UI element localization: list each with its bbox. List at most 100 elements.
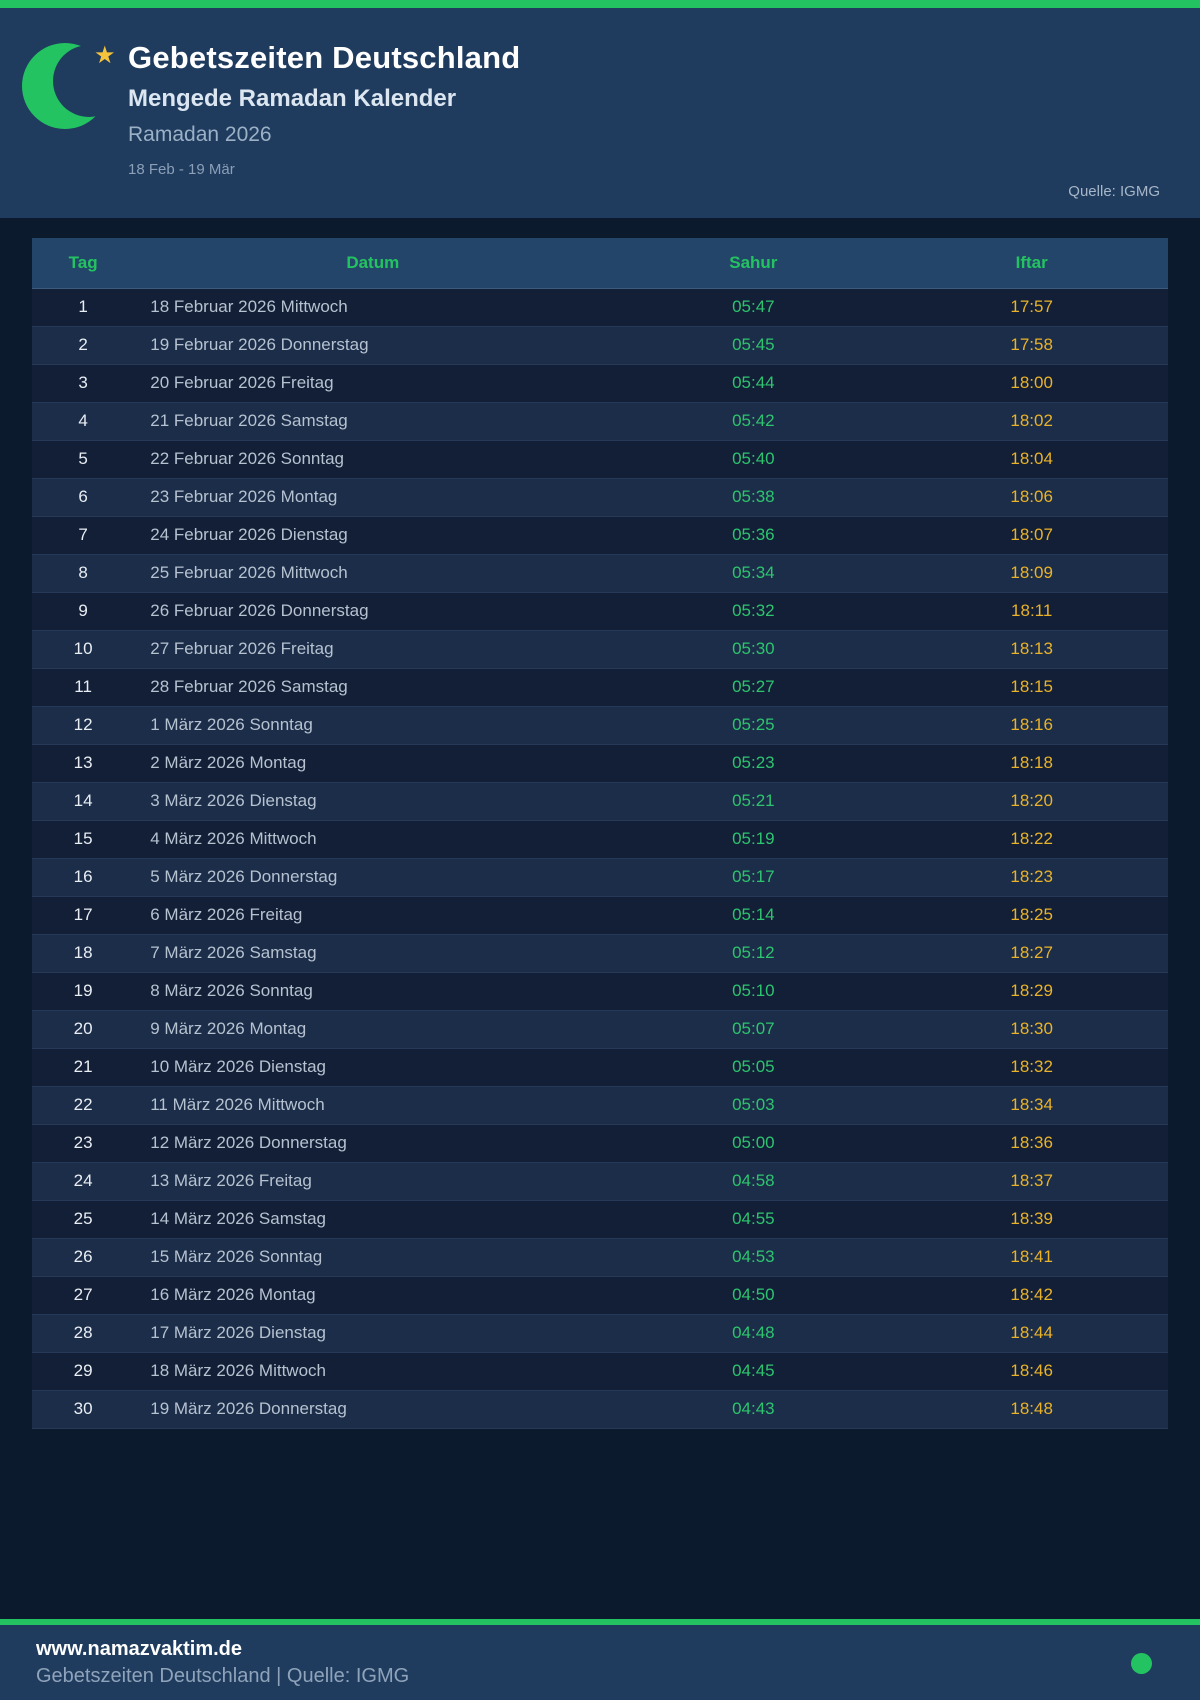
column-header-sahur: Sahur [611, 238, 896, 289]
cell-date: 27 Februar 2026 Freitag [134, 630, 612, 669]
cell-date: 23 Februar 2026 Montag [134, 478, 612, 517]
cell-sahur: 05:14 [611, 896, 896, 935]
cell-day: 11 [32, 668, 135, 707]
cell-day: 2 [32, 326, 135, 365]
cell-iftar: 18:36 [895, 1124, 1168, 1163]
green-dot-icon [1131, 1653, 1152, 1674]
table-row: 7 24 Februar 2026 Dienstag 05:36 18:07 [32, 516, 1168, 555]
period-label: Ramadan 2026 [128, 123, 272, 146]
cell-day: 9 [32, 592, 135, 631]
cell-iftar: 18:42 [895, 1276, 1168, 1315]
cell-date: 25 Februar 2026 Mittwoch [134, 554, 612, 593]
cell-date: 10 März 2026 Dienstag [134, 1048, 612, 1087]
cell-sahur: 04:55 [611, 1200, 896, 1239]
table-row: 14 3 März 2026 Dienstag 05:21 18:20 [32, 782, 1168, 821]
table-row: 13 2 März 2026 Montag 05:23 18:18 [32, 744, 1168, 783]
cell-day: 22 [32, 1086, 135, 1125]
cell-date: 2 März 2026 Montag [134, 744, 612, 783]
cell-day: 4 [32, 402, 135, 441]
footer-tagline: Gebetszeiten Deutschland | Quelle: IGMG [36, 1665, 410, 1687]
table-row: 4 21 Februar 2026 Samstag 05:42 18:02 [32, 402, 1168, 441]
star-icon: ★ [94, 42, 116, 69]
cell-sahur: 04:53 [611, 1238, 896, 1277]
cell-date: 5 März 2026 Donnerstag [134, 858, 612, 897]
cell-day: 12 [32, 706, 135, 745]
cell-date: 21 Februar 2026 Samstag [134, 402, 612, 441]
cell-sahur: 04:48 [611, 1314, 896, 1353]
cell-date: 17 März 2026 Dienstag [134, 1314, 612, 1353]
table-row: 6 23 Februar 2026 Montag 05:38 18:06 [32, 478, 1168, 517]
cell-iftar: 18:46 [895, 1352, 1168, 1391]
cell-day: 1 [32, 288, 135, 327]
cell-day: 3 [32, 364, 135, 403]
cell-day: 21 [32, 1048, 135, 1087]
cell-sahur: 05:27 [611, 668, 896, 707]
cell-date: 8 März 2026 Sonntag [134, 972, 612, 1011]
cell-iftar: 18:48 [895, 1390, 1168, 1429]
table-row: 24 13 März 2026 Freitag 04:58 18:37 [32, 1162, 1168, 1201]
cell-day: 18 [32, 934, 135, 973]
table-row: 29 18 März 2026 Mittwoch 04:45 18:46 [32, 1352, 1168, 1391]
cell-day: 6 [32, 478, 135, 517]
cell-iftar: 18:13 [895, 630, 1168, 669]
table-row: 28 17 März 2026 Dienstag 04:48 18:44 [32, 1314, 1168, 1353]
prayer-table-body: 1 18 Februar 2026 Mittwoch 05:47 17:57 2 19 F… [32, 288, 1168, 1429]
table-row: 22 11 März 2026 Mittwoch 05:03 18:34 [32, 1086, 1168, 1125]
cell-date: 16 März 2026 Montag [134, 1276, 612, 1315]
cell-day: 28 [32, 1314, 135, 1353]
cell-date: 6 März 2026 Freitag [134, 896, 612, 935]
cell-sahur: 05:19 [611, 820, 896, 859]
table-row: 11 28 Februar 2026 Samstag 05:27 18:15 [32, 668, 1168, 707]
cell-date: 19 März 2026 Donnerstag [134, 1390, 612, 1429]
cell-day: 29 [32, 1352, 135, 1391]
table-row: 1 18 Februar 2026 Mittwoch 05:47 17:57 [32, 288, 1168, 327]
cell-sahur: 05:00 [611, 1124, 896, 1163]
cell-iftar: 18:00 [895, 364, 1168, 403]
cell-date: 18 März 2026 Mittwoch [134, 1352, 612, 1391]
cell-iftar: 18:39 [895, 1200, 1168, 1239]
cell-day: 30 [32, 1390, 135, 1429]
table-row: 20 9 März 2026 Montag 05:07 18:30 [32, 1010, 1168, 1049]
prayer-times-table: Tag Datum Sahur Iftar 1 18 Februar 2026 M… [32, 238, 1168, 1429]
cell-day: 13 [32, 744, 135, 783]
table-row: 3 20 Februar 2026 Freitag 05:44 18:00 [32, 364, 1168, 403]
cell-sahur: 04:50 [611, 1276, 896, 1315]
crescent-moon-icon [22, 43, 125, 129]
cell-iftar: 18:07 [895, 516, 1168, 555]
cell-day: 20 [32, 1010, 135, 1049]
table-row: 2 19 Februar 2026 Donnerstag 05:45 17:58 [32, 326, 1168, 365]
cell-day: 19 [32, 972, 135, 1011]
page-header: ★ Gebetszeiten Deutschland Mengede Ramad… [0, 8, 1200, 218]
cell-day: 14 [32, 782, 135, 821]
cell-date: 19 Februar 2026 Donnerstag [134, 326, 612, 365]
cell-iftar: 18:22 [895, 820, 1168, 859]
cell-sahur: 05:42 [611, 402, 896, 441]
cell-day: 25 [32, 1200, 135, 1239]
page-footer: www.namazvaktim.de Gebetszeiten Deutschl… [0, 1625, 1200, 1700]
cell-iftar: 18:29 [895, 972, 1168, 1011]
cell-date: 12 März 2026 Donnerstag [134, 1124, 612, 1163]
cell-sahur: 05:23 [611, 744, 896, 783]
cell-sahur: 05:03 [611, 1086, 896, 1125]
cell-sahur: 05:05 [611, 1048, 896, 1087]
cell-day: 27 [32, 1276, 135, 1315]
table-row: 9 26 Februar 2026 Donnerstag 05:32 18:11 [32, 592, 1168, 631]
cell-day: 7 [32, 516, 135, 555]
table-row: 18 7 März 2026 Samstag 05:12 18:27 [32, 934, 1168, 973]
cell-date: 20 Februar 2026 Freitag [134, 364, 612, 403]
crescent-moon-logo: ★ [22, 36, 125, 132]
cell-iftar: 18:27 [895, 934, 1168, 973]
cell-date: 9 März 2026 Montag [134, 1010, 612, 1049]
cell-date: 7 März 2026 Samstag [134, 934, 612, 973]
cell-iftar: 18:32 [895, 1048, 1168, 1087]
cell-iftar: 18:20 [895, 782, 1168, 821]
table-row: 23 12 März 2026 Donnerstag 05:00 18:36 [32, 1124, 1168, 1163]
cell-date: 13 März 2026 Freitag [134, 1162, 612, 1201]
table-row: 10 27 Februar 2026 Freitag 05:30 18:13 [32, 630, 1168, 669]
table-row: 5 22 Februar 2026 Sonntag 05:40 18:04 [32, 440, 1168, 479]
cell-date: 24 Februar 2026 Dienstag [134, 516, 612, 555]
page-subtitle: Mengede Ramadan Kalender [128, 85, 457, 112]
table-row: 26 15 März 2026 Sonntag 04:53 18:41 [32, 1238, 1168, 1277]
column-header-day: Tag [32, 238, 135, 289]
